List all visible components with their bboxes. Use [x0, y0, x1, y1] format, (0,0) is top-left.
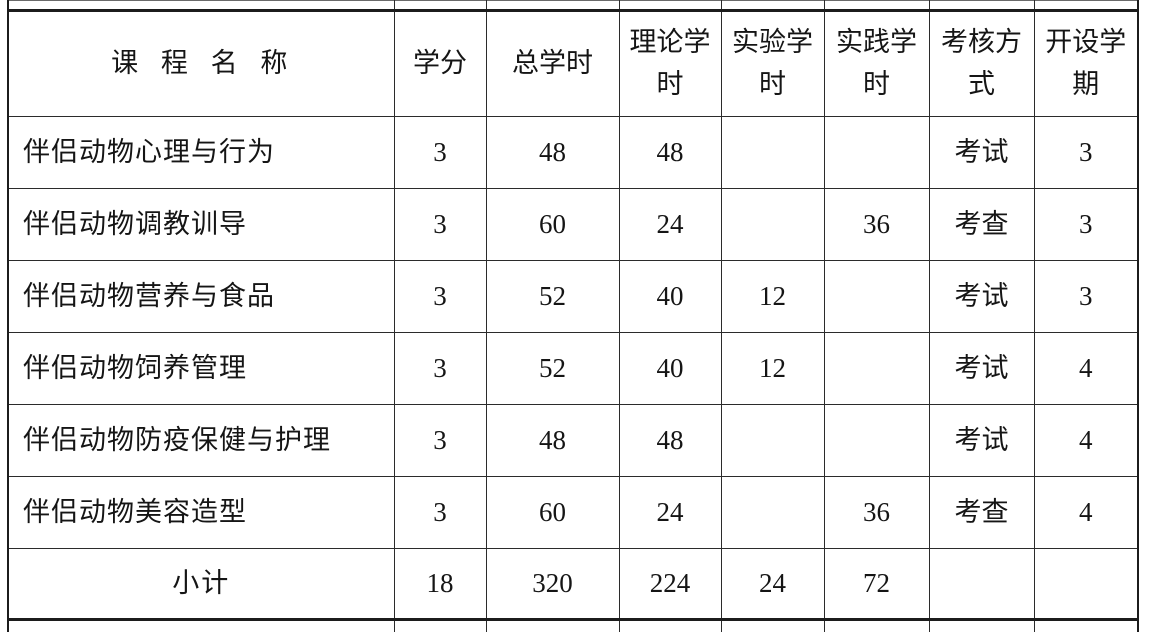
cell-lab — [720, 476, 825, 549]
cell-practice — [823, 332, 930, 405]
cell-course: 伴侣动物防疫保健与护理 — [7, 404, 395, 477]
crop-edge-cell — [7, 0, 395, 11]
crop-edge-cell — [1033, 619, 1139, 632]
cell-assess: 考试 — [928, 116, 1035, 189]
cell-assess: 考试 — [928, 332, 1035, 405]
cell-total: 60 — [485, 476, 620, 549]
crop-edge-cell — [618, 619, 722, 632]
crop-edge-cell — [393, 619, 487, 632]
cropped-row-above — [7, 0, 1139, 11]
cell-subtotal-assess — [928, 548, 1035, 621]
cell-theory: 40 — [618, 260, 722, 333]
header-semester: 开设学期 — [1033, 9, 1139, 117]
cell-assess: 考试 — [928, 404, 1035, 477]
cell-credits: 3 — [393, 332, 487, 405]
cell-subtotal-label: 小计 — [7, 548, 395, 621]
cell-assess: 考查 — [928, 188, 1035, 261]
crop-edge-cell — [485, 619, 620, 632]
cell-assess: 考查 — [928, 476, 1035, 549]
crop-edge-cell — [928, 619, 1035, 632]
cell-subtotal-total: 320 — [485, 548, 620, 621]
cell-theory: 48 — [618, 404, 722, 477]
cell-credits: 3 — [393, 260, 487, 333]
cell-practice: 36 — [823, 476, 930, 549]
cell-course: 伴侣动物饲养管理 — [7, 332, 395, 405]
crop-edge-cell — [823, 619, 930, 632]
cell-theory: 40 — [618, 332, 722, 405]
cell-theory: 48 — [618, 116, 722, 189]
cell-semester: 3 — [1033, 260, 1139, 333]
cell-subtotal-semester — [1033, 548, 1139, 621]
cell-subtotal-theory: 224 — [618, 548, 722, 621]
cell-lab — [720, 188, 825, 261]
subtotal-row: 小计 18 320 224 24 72 — [7, 548, 1139, 621]
table-row: 伴侣动物美容造型 3 60 24 36 考查 4 — [7, 476, 1139, 549]
table-row: 伴侣动物防疫保健与护理 3 48 48 考试 4 — [7, 404, 1139, 477]
cell-lab: 12 — [720, 260, 825, 333]
cell-lab — [720, 404, 825, 477]
cell-semester: 4 — [1033, 404, 1139, 477]
header-credits: 学分 — [393, 9, 487, 117]
cell-assess: 考试 — [928, 260, 1035, 333]
cell-credits: 3 — [393, 404, 487, 477]
cell-lab — [720, 116, 825, 189]
cell-total: 60 — [485, 188, 620, 261]
course-plan-table: 课 程 名 称 学分 总学时 理论学时 实验学时 实践学时 考核方式 开设学期 … — [7, 0, 1139, 632]
cell-semester: 4 — [1033, 332, 1139, 405]
crop-edge-cell — [618, 0, 722, 11]
table-row: 伴侣动物心理与行为 3 48 48 考试 3 — [7, 116, 1139, 189]
cell-subtotal-credits: 18 — [393, 548, 487, 621]
cell-total: 48 — [485, 404, 620, 477]
crop-edge-cell — [485, 0, 620, 11]
cell-theory: 24 — [618, 188, 722, 261]
cropped-row-below — [7, 619, 1139, 632]
crop-edge-cell — [823, 0, 930, 11]
crop-edge-cell — [1033, 0, 1139, 11]
cell-credits: 3 — [393, 116, 487, 189]
table-header-row: 课 程 名 称 学分 总学时 理论学时 实验学时 实践学时 考核方式 开设学期 — [7, 9, 1139, 117]
cell-credits: 3 — [393, 188, 487, 261]
cell-practice: 36 — [823, 188, 930, 261]
cell-course: 伴侣动物调教训导 — [7, 188, 395, 261]
cell-lab: 12 — [720, 332, 825, 405]
crop-edge-cell — [7, 619, 395, 632]
cell-course: 伴侣动物美容造型 — [7, 476, 395, 549]
cell-total: 48 — [485, 116, 620, 189]
cell-total: 52 — [485, 332, 620, 405]
table-row: 伴侣动物调教训导 3 60 24 36 考查 3 — [7, 188, 1139, 261]
header-assessment: 考核方式 — [928, 9, 1035, 117]
crop-edge-cell — [393, 0, 487, 11]
crop-edge-cell — [928, 0, 1035, 11]
cell-practice — [823, 260, 930, 333]
cell-practice — [823, 116, 930, 189]
cell-semester: 3 — [1033, 116, 1139, 189]
header-theory-hours: 理论学时 — [618, 9, 722, 117]
header-practice-hours: 实践学时 — [823, 9, 930, 117]
cell-subtotal-practice: 72 — [823, 548, 930, 621]
cell-practice — [823, 404, 930, 477]
header-course-name: 课 程 名 称 — [7, 9, 395, 117]
cell-credits: 3 — [393, 476, 487, 549]
cell-theory: 24 — [618, 476, 722, 549]
cell-subtotal-lab: 24 — [720, 548, 825, 621]
table-row: 伴侣动物饲养管理 3 52 40 12 考试 4 — [7, 332, 1139, 405]
cell-semester: 3 — [1033, 188, 1139, 261]
crop-edge-cell — [720, 619, 825, 632]
cell-total: 52 — [485, 260, 620, 333]
cell-semester: 4 — [1033, 476, 1139, 549]
crop-edge-cell — [720, 0, 825, 11]
header-total-hours: 总学时 — [485, 9, 620, 117]
table-row: 伴侣动物营养与食品 3 52 40 12 考试 3 — [7, 260, 1139, 333]
cell-course: 伴侣动物营养与食品 — [7, 260, 395, 333]
header-lab-hours: 实验学时 — [720, 9, 825, 117]
cell-course: 伴侣动物心理与行为 — [7, 116, 395, 189]
